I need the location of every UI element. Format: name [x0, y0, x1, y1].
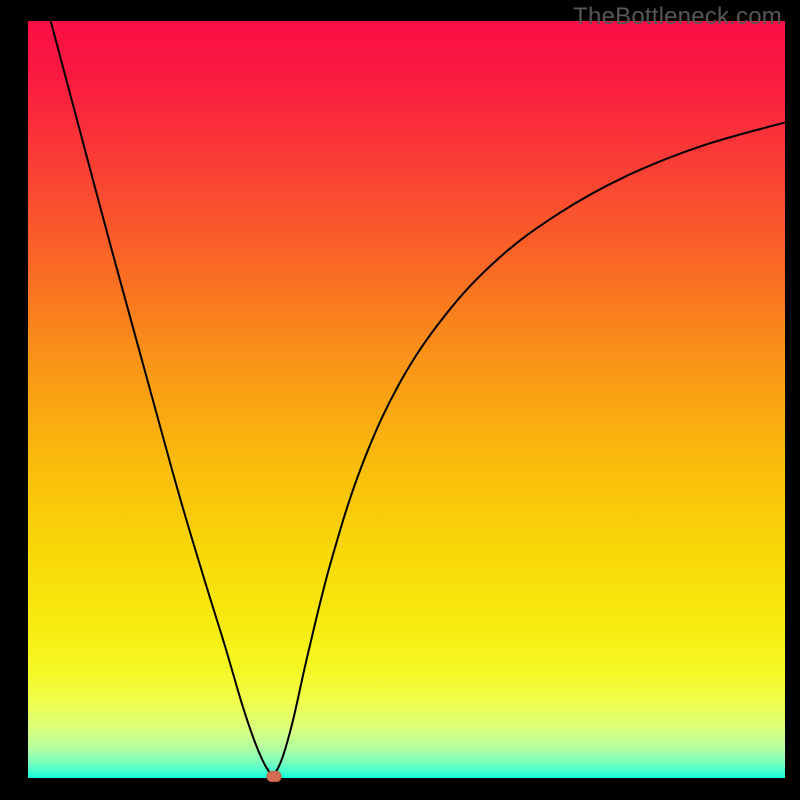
bottleneck-chart [0, 0, 800, 800]
watermark-text: TheBottleneck.com [573, 3, 782, 31]
plot-area [28, 21, 785, 778]
chart-stage: TheBottleneck.com [0, 0, 800, 800]
minimum-marker [267, 771, 281, 782]
